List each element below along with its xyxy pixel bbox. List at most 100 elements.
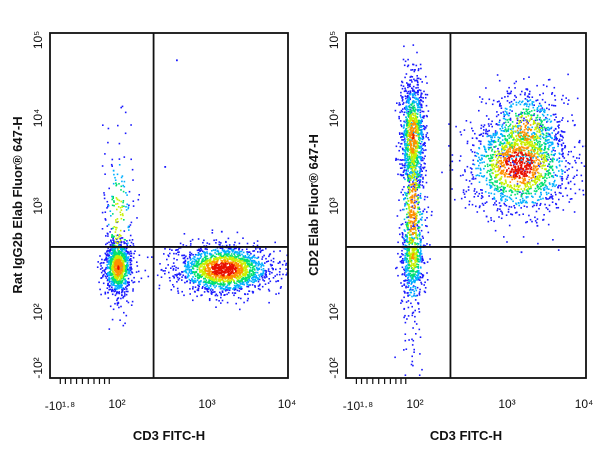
event-dot <box>551 176 553 178</box>
event-dot <box>479 181 481 183</box>
event-dot <box>262 279 264 281</box>
event-dot <box>112 289 114 291</box>
event-dot <box>244 293 246 295</box>
event-dot <box>201 294 203 296</box>
event-dot <box>131 222 133 224</box>
event-dot <box>395 110 397 112</box>
event-dot <box>498 101 500 103</box>
event-dot <box>222 300 224 302</box>
event-dot <box>130 235 132 237</box>
event-dot <box>474 133 476 135</box>
event-dot <box>473 178 475 180</box>
event-dot <box>121 209 123 211</box>
event-dot <box>558 199 560 201</box>
event-dot <box>488 192 490 194</box>
event-dot <box>420 259 422 261</box>
event-dot <box>528 100 530 102</box>
event-dot <box>421 230 423 232</box>
event-dot <box>207 258 209 260</box>
event-dot <box>419 208 421 210</box>
event-dot <box>253 242 255 244</box>
event-dot <box>523 236 525 238</box>
event-dot <box>187 273 189 275</box>
event-dot <box>411 283 413 285</box>
event-dot <box>402 254 404 256</box>
event-dot <box>242 237 244 239</box>
event-dot <box>168 272 170 274</box>
event-dot <box>180 273 182 275</box>
event-dot <box>532 101 534 103</box>
event-dot <box>518 202 520 204</box>
event-dot <box>406 162 408 164</box>
event-dot <box>237 232 239 234</box>
event-dot <box>118 307 120 309</box>
event-dot <box>258 281 260 283</box>
event-dot <box>219 241 221 243</box>
event-dot <box>210 254 212 256</box>
event-dot <box>413 312 415 314</box>
event-dot <box>571 114 573 116</box>
event-dot <box>401 85 403 87</box>
event-dot <box>171 289 173 291</box>
event-dot <box>241 254 243 256</box>
event-dot <box>486 184 488 186</box>
event-dot <box>582 180 584 182</box>
event-dot <box>561 171 563 173</box>
event-dot <box>262 256 264 258</box>
event-dot <box>419 171 421 173</box>
event-dot <box>543 188 545 190</box>
event-dot <box>247 276 249 278</box>
event-dot <box>461 198 463 200</box>
event-dot <box>174 265 176 267</box>
event-dot <box>112 159 114 161</box>
event-dot <box>125 192 127 194</box>
event-dot <box>480 128 482 130</box>
event-dot <box>426 226 428 228</box>
event-dot <box>246 286 248 288</box>
event-dot <box>404 122 406 124</box>
event-dot <box>408 65 410 67</box>
event-dot <box>487 135 489 137</box>
event-dot <box>404 165 406 167</box>
event-dot <box>193 268 195 270</box>
event-dot <box>189 293 191 295</box>
event-dot <box>395 158 397 160</box>
event-dot <box>397 159 399 161</box>
event-dot <box>497 124 499 126</box>
event-dot <box>408 91 410 93</box>
event-dot <box>495 141 497 143</box>
event-dot <box>420 112 422 114</box>
event-dot <box>545 143 547 145</box>
event-dot <box>237 254 239 256</box>
event-dot <box>503 196 505 198</box>
event-dot <box>420 158 422 160</box>
event-dot <box>124 323 126 325</box>
event-dot <box>570 198 572 200</box>
event-dot <box>486 201 488 203</box>
event-dot <box>476 191 478 193</box>
event-dot <box>108 188 110 190</box>
event-dot <box>116 293 118 295</box>
event-dot <box>407 59 409 61</box>
event-dot <box>403 198 405 200</box>
event-dot <box>129 191 131 193</box>
event-dot <box>419 374 421 376</box>
event-dot <box>410 280 412 282</box>
event-dot <box>247 293 249 295</box>
event-dot <box>285 268 287 270</box>
event-dot <box>427 196 429 198</box>
event-dot <box>265 248 267 250</box>
event-dot <box>402 236 404 238</box>
event-dot <box>470 122 472 124</box>
event-dot <box>99 289 101 291</box>
event-dot <box>415 99 417 101</box>
event-dot <box>401 143 403 145</box>
event-dot <box>410 69 412 71</box>
event-dot <box>115 182 117 184</box>
event-dot <box>397 275 399 277</box>
event-dot <box>521 91 523 93</box>
event-dot <box>113 240 115 242</box>
event-dot <box>201 256 203 258</box>
event-dot <box>122 185 124 187</box>
event-dot <box>540 198 542 200</box>
